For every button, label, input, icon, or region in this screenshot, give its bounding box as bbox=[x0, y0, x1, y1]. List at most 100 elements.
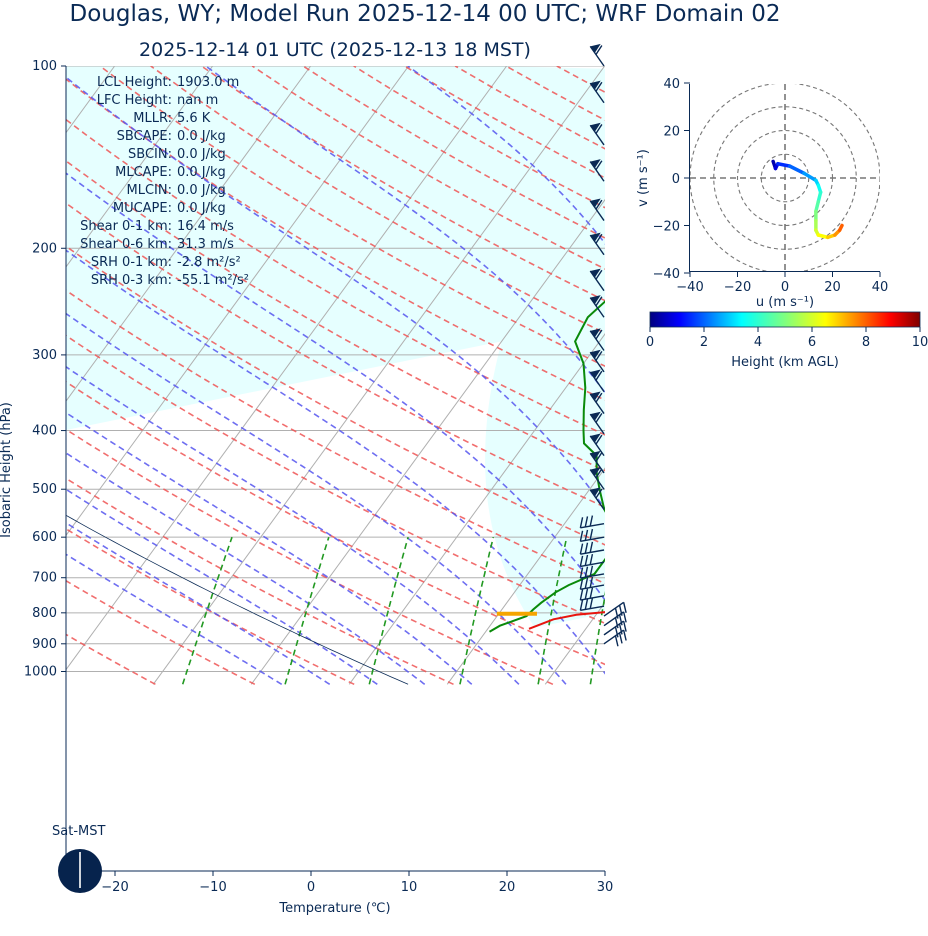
hodograph-plot: −40 −20 0 20 40 40 20 0 −20 −40 u (m s⁻¹) v (m s⁻… bbox=[636, 77, 888, 310]
barb-staff bbox=[580, 595, 605, 601]
colorbar-tick-label: 2 bbox=[700, 335, 708, 350]
isotherm-line bbox=[66, 66, 508, 671]
mixing-ratio-line bbox=[774, 537, 787, 684]
moist-adiabat bbox=[619, 66, 852, 684]
skewt-ylabel: Isobaric Height (hPa) bbox=[0, 402, 14, 538]
barb-feather bbox=[595, 199, 603, 210]
dry-adiabat bbox=[0, 66, 56, 684]
moist-adiabat bbox=[66, 521, 331, 685]
barb-feather bbox=[579, 555, 584, 567]
barb-feather bbox=[595, 488, 603, 499]
y-tick-label: 100 bbox=[32, 59, 57, 74]
barb-feather bbox=[584, 566, 589, 578]
colorbar-tick-label: 0 bbox=[646, 335, 654, 350]
index-value: 31.3 m/s bbox=[177, 237, 234, 252]
wind-barb bbox=[589, 369, 605, 393]
dry-adiabat bbox=[150, 66, 605, 334]
barb-pennant bbox=[590, 369, 601, 379]
barb-staff bbox=[580, 584, 605, 590]
dry-adiabat bbox=[66, 202, 605, 509]
wind-barb bbox=[589, 43, 605, 67]
barb-feather bbox=[584, 577, 589, 589]
barb-feather bbox=[589, 553, 594, 565]
dry-adiabat bbox=[66, 78, 605, 401]
barb-pennant bbox=[590, 450, 601, 460]
barb-feather bbox=[584, 529, 589, 541]
isotherm-line bbox=[348, 333, 605, 685]
barb-staff bbox=[589, 270, 605, 292]
y-tick-label: 800 bbox=[32, 606, 57, 621]
index-value: 16.4 m/s bbox=[177, 219, 234, 234]
barb-feather bbox=[595, 468, 603, 479]
barb-pennant bbox=[590, 80, 601, 90]
barb-feather bbox=[595, 45, 603, 55]
y-tick-label: 500 bbox=[32, 482, 57, 497]
y-tick-label: 400 bbox=[32, 424, 57, 439]
index-value: nan m bbox=[177, 93, 218, 108]
hodograph-rings bbox=[690, 84, 880, 272]
barb-staff bbox=[603, 620, 625, 636]
barb-feather bbox=[595, 233, 603, 244]
barb-feather bbox=[622, 602, 627, 613]
barb-feather bbox=[589, 565, 594, 577]
indices-panel: LCL Height: 1903.0 m LFC Height: nan m MLLR:… bbox=[80, 75, 249, 288]
barb-feather bbox=[584, 542, 589, 554]
hodograph-xlabel: u (m s⁻¹) bbox=[756, 295, 814, 310]
index-value: 0.0 J/kg bbox=[177, 129, 226, 144]
moist-adiabat bbox=[66, 553, 283, 685]
wind-barb bbox=[603, 611, 627, 629]
skewt-xlabel: Temperature (℃) bbox=[278, 901, 390, 916]
barb-staff bbox=[580, 549, 605, 555]
moist-adiabat bbox=[66, 312, 567, 685]
dewpoint-profile bbox=[488, 300, 605, 633]
barb-feather bbox=[589, 576, 594, 588]
hodograph-segment bbox=[837, 223, 844, 232]
index-value: 0.0 J/kg bbox=[177, 183, 226, 198]
y-tick-label: 200 bbox=[32, 241, 57, 256]
barb-feather bbox=[589, 587, 594, 599]
index-value: -55.1 m²/s² bbox=[177, 273, 249, 288]
barb-pennant bbox=[590, 232, 601, 242]
index-label: LFC Height: bbox=[97, 93, 172, 108]
hodograph-y-tick-label: 0 bbox=[672, 172, 680, 187]
colorbar-label: Height (km AGL) bbox=[731, 355, 839, 370]
barb-staff bbox=[603, 601, 625, 617]
index-value: 0.0 J/kg bbox=[177, 201, 226, 216]
index-value: 5.6 K bbox=[177, 111, 211, 126]
barb-feather bbox=[622, 629, 627, 641]
skewt-background-lines bbox=[0, 66, 852, 686]
wind-barb bbox=[589, 122, 605, 146]
index-value: -2.8 m²/s² bbox=[177, 255, 241, 270]
barb-pennant bbox=[590, 268, 601, 278]
hodograph-x-tick-label: −20 bbox=[724, 280, 751, 295]
hodograph-ring bbox=[713, 106, 857, 250]
index-label: LCL Height: bbox=[97, 75, 172, 90]
colorbar-ticks: 0 2 4 6 8 10 bbox=[646, 327, 928, 350]
dry-adiabat bbox=[66, 289, 605, 585]
x-tick-label: 20 bbox=[499, 880, 516, 895]
barb-feather bbox=[595, 329, 603, 340]
barb-feather bbox=[579, 567, 584, 579]
isotherm-line bbox=[0, 66, 17, 684]
wind-barb bbox=[579, 576, 605, 590]
barb-feather bbox=[614, 635, 619, 647]
index-label: MLCAPE: bbox=[115, 165, 172, 180]
barb-staff bbox=[589, 413, 605, 435]
barb-pennant bbox=[590, 467, 601, 477]
mixing-ratio-line bbox=[727, 537, 743, 684]
wind-barb bbox=[603, 620, 627, 638]
barb-feather bbox=[614, 626, 619, 638]
barb-feather bbox=[618, 623, 623, 635]
barb-pennant bbox=[590, 198, 601, 208]
barb-staff bbox=[589, 435, 605, 457]
barb-feather bbox=[584, 588, 589, 600]
hodograph-segment bbox=[788, 164, 806, 175]
barb-feather bbox=[589, 515, 594, 527]
barb-staff bbox=[580, 573, 605, 579]
barb-feather bbox=[595, 452, 603, 462]
colorbar-tick-label: 8 bbox=[862, 335, 870, 350]
dry-adiabat bbox=[66, 477, 454, 686]
x-tick-label: 10 bbox=[401, 880, 418, 895]
barb-staff bbox=[580, 536, 605, 543]
barb-feather bbox=[622, 620, 627, 632]
